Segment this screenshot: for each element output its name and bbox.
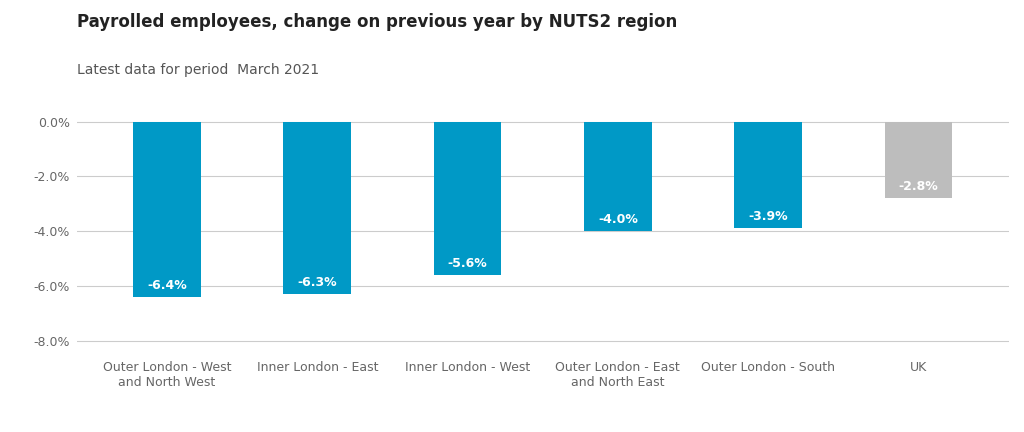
Bar bbox=[885, 122, 952, 198]
Text: -3.9%: -3.9% bbox=[749, 210, 788, 223]
Bar bbox=[584, 122, 651, 231]
Text: -2.8%: -2.8% bbox=[899, 181, 938, 194]
Text: -5.6%: -5.6% bbox=[447, 257, 487, 270]
Text: -6.3%: -6.3% bbox=[297, 276, 337, 289]
Text: -4.0%: -4.0% bbox=[598, 213, 638, 226]
Text: Payrolled employees, change on previous year by NUTS2 region: Payrolled employees, change on previous … bbox=[77, 13, 677, 31]
Bar bbox=[284, 122, 351, 294]
Bar bbox=[734, 122, 802, 229]
Text: -6.4%: -6.4% bbox=[147, 279, 186, 292]
Bar bbox=[133, 122, 201, 297]
Bar bbox=[434, 122, 502, 275]
Text: Latest data for period  March 2021: Latest data for period March 2021 bbox=[77, 63, 318, 76]
